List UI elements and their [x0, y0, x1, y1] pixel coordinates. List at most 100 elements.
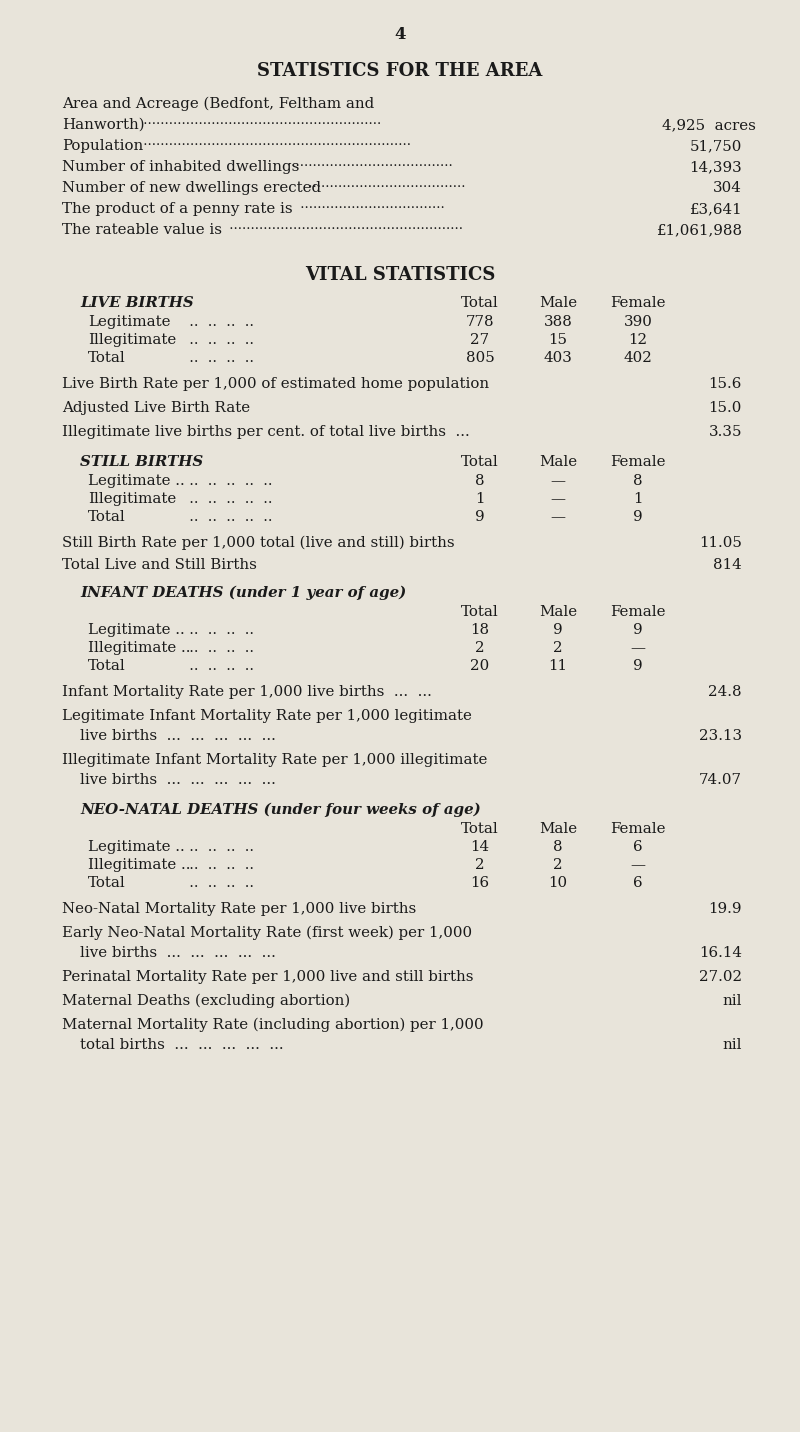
Text: live births  ...  ...  ...  ...  ...: live births ... ... ... ... ...	[80, 947, 276, 959]
Text: ..  ..  ..  ..  ..: .. .. .. .. ..	[180, 474, 273, 488]
Text: VITAL STATISTICS: VITAL STATISTICS	[305, 266, 495, 284]
Text: 2: 2	[553, 642, 563, 654]
Text: Illegitimate live births per cent. of total live births  ...: Illegitimate live births per cent. of to…	[62, 425, 470, 440]
Text: Number of new dwellings erected: Number of new dwellings erected	[62, 180, 321, 195]
Text: 1: 1	[475, 493, 485, 505]
Text: 10: 10	[549, 876, 567, 891]
Text: The product of a penny rate is: The product of a penny rate is	[62, 202, 293, 216]
Text: 8: 8	[475, 474, 485, 488]
Text: 15.0: 15.0	[709, 401, 742, 415]
Text: nil: nil	[722, 1038, 742, 1053]
Text: Legitimate Infant Mortality Rate per 1,000 legitimate: Legitimate Infant Mortality Rate per 1,0…	[62, 709, 472, 723]
Text: Legitimate: Legitimate	[88, 315, 170, 329]
Text: Number of inhabited dwellings: Number of inhabited dwellings	[62, 160, 299, 175]
Text: Still Birth Rate per 1,000 total (live and still) births: Still Birth Rate per 1,000 total (live a…	[62, 536, 454, 550]
Text: Live Birth Rate per 1,000 of estimated home population: Live Birth Rate per 1,000 of estimated h…	[62, 377, 489, 391]
Text: 9: 9	[633, 510, 643, 524]
Text: 8: 8	[553, 841, 563, 853]
Text: 4,925  acres: 4,925 acres	[662, 117, 756, 132]
Text: Total: Total	[88, 876, 126, 891]
Text: —: —	[550, 493, 566, 505]
Text: 1: 1	[634, 493, 642, 505]
Text: 9: 9	[553, 623, 563, 637]
Text: Legitimate ..: Legitimate ..	[88, 841, 185, 853]
Text: total births  ...  ...  ...  ...  ...: total births ... ... ... ... ...	[80, 1038, 284, 1053]
Text: INFANT DEATHS (under 1 year of age): INFANT DEATHS (under 1 year of age)	[80, 586, 406, 600]
Text: Total: Total	[88, 510, 126, 524]
Text: Female: Female	[610, 822, 666, 836]
Text: ··································: ··································	[296, 202, 445, 215]
Text: 402: 402	[623, 351, 653, 365]
Text: 2: 2	[475, 642, 485, 654]
Text: Total: Total	[461, 604, 499, 619]
Text: 814: 814	[714, 558, 742, 571]
Text: 16.14: 16.14	[699, 947, 742, 959]
Text: 388: 388	[543, 315, 573, 329]
Text: Total Live and Still Births: Total Live and Still Births	[62, 558, 257, 571]
Text: —: —	[550, 510, 566, 524]
Text: Illegitimate Infant Mortality Rate per 1,000 illegitimate: Illegitimate Infant Mortality Rate per 1…	[62, 753, 487, 768]
Text: 16: 16	[470, 876, 490, 891]
Text: LIVE BIRTHS: LIVE BIRTHS	[80, 296, 194, 309]
Text: Hanworth): Hanworth)	[62, 117, 145, 132]
Text: Female: Female	[610, 455, 666, 470]
Text: STILL BIRTHS: STILL BIRTHS	[80, 455, 203, 470]
Text: live births  ...  ...  ...  ...  ...: live births ... ... ... ... ...	[80, 729, 276, 743]
Text: 51,750: 51,750	[690, 139, 742, 153]
Text: 2: 2	[475, 858, 485, 872]
Text: 27.02: 27.02	[699, 969, 742, 984]
Text: Maternal Mortality Rate (including abortion) per 1,000: Maternal Mortality Rate (including abort…	[62, 1018, 484, 1032]
Text: £3,641: £3,641	[690, 202, 742, 216]
Text: ·······························································: ········································…	[139, 139, 411, 152]
Text: 20: 20	[470, 659, 490, 673]
Text: Population: Population	[62, 139, 143, 153]
Text: 12: 12	[629, 334, 647, 347]
Text: 27: 27	[470, 334, 490, 347]
Text: 805: 805	[466, 351, 494, 365]
Text: ..  ..  ..  ..  ..: .. .. .. .. ..	[180, 493, 273, 505]
Text: ..  ..  ..  ..: .. .. .. ..	[180, 351, 254, 365]
Text: NEO-NATAL DEATHS (under four weeks of age): NEO-NATAL DEATHS (under four weeks of ag…	[80, 803, 481, 818]
Text: 23.13: 23.13	[699, 729, 742, 743]
Text: Total: Total	[88, 659, 126, 673]
Text: Total: Total	[461, 296, 499, 309]
Text: ..  ..  ..  ..: .. .. .. ..	[180, 858, 254, 872]
Text: 304: 304	[713, 180, 742, 195]
Text: STATISTICS FOR THE AREA: STATISTICS FOR THE AREA	[258, 62, 542, 80]
Text: 3.35: 3.35	[709, 425, 742, 440]
Text: Illegitimate: Illegitimate	[88, 493, 176, 505]
Text: ..  ..  ..  ..: .. .. .. ..	[180, 841, 254, 853]
Text: Legitimate ..: Legitimate ..	[88, 623, 185, 637]
Text: 778: 778	[466, 315, 494, 329]
Text: ·······················································: ········································…	[225, 223, 463, 236]
Text: 390: 390	[623, 315, 653, 329]
Text: nil: nil	[722, 994, 742, 1008]
Text: 15: 15	[549, 334, 567, 347]
Text: Female: Female	[610, 604, 666, 619]
Text: Adjusted Live Birth Rate: Adjusted Live Birth Rate	[62, 401, 250, 415]
Text: Female: Female	[610, 296, 666, 309]
Text: 9: 9	[633, 623, 643, 637]
Text: —: —	[630, 642, 646, 654]
Text: Male: Male	[539, 296, 577, 309]
Text: —: —	[550, 474, 566, 488]
Text: ..  ..  ..  ..: .. .. .. ..	[180, 623, 254, 637]
Text: 2: 2	[553, 858, 563, 872]
Text: ························································: ········································…	[139, 117, 382, 130]
Text: 9: 9	[633, 659, 643, 673]
Text: Area and Acreage (Bedfont, Feltham and: Area and Acreage (Bedfont, Feltham and	[62, 97, 374, 112]
Text: Illegitimate: Illegitimate	[88, 334, 176, 347]
Text: ..  ..  ..  ..  ..: .. .. .. .. ..	[180, 510, 273, 524]
Text: Neo-Natal Mortality Rate per 1,000 live births: Neo-Natal Mortality Rate per 1,000 live …	[62, 902, 416, 916]
Text: The rateable value is: The rateable value is	[62, 223, 222, 238]
Text: Total: Total	[461, 455, 499, 470]
Text: 74.07: 74.07	[699, 773, 742, 788]
Text: ..  ..  ..  ..: .. .. .. ..	[180, 334, 254, 347]
Text: 24.8: 24.8	[708, 684, 742, 699]
Text: —: —	[630, 858, 646, 872]
Text: ..  ..  ..  ..: .. .. .. ..	[180, 642, 254, 654]
Text: ..  ..  ..  ..: .. .. .. ..	[180, 876, 254, 891]
Text: 8: 8	[633, 474, 643, 488]
Text: 403: 403	[543, 351, 573, 365]
Text: ·····································: ·····································	[304, 180, 466, 193]
